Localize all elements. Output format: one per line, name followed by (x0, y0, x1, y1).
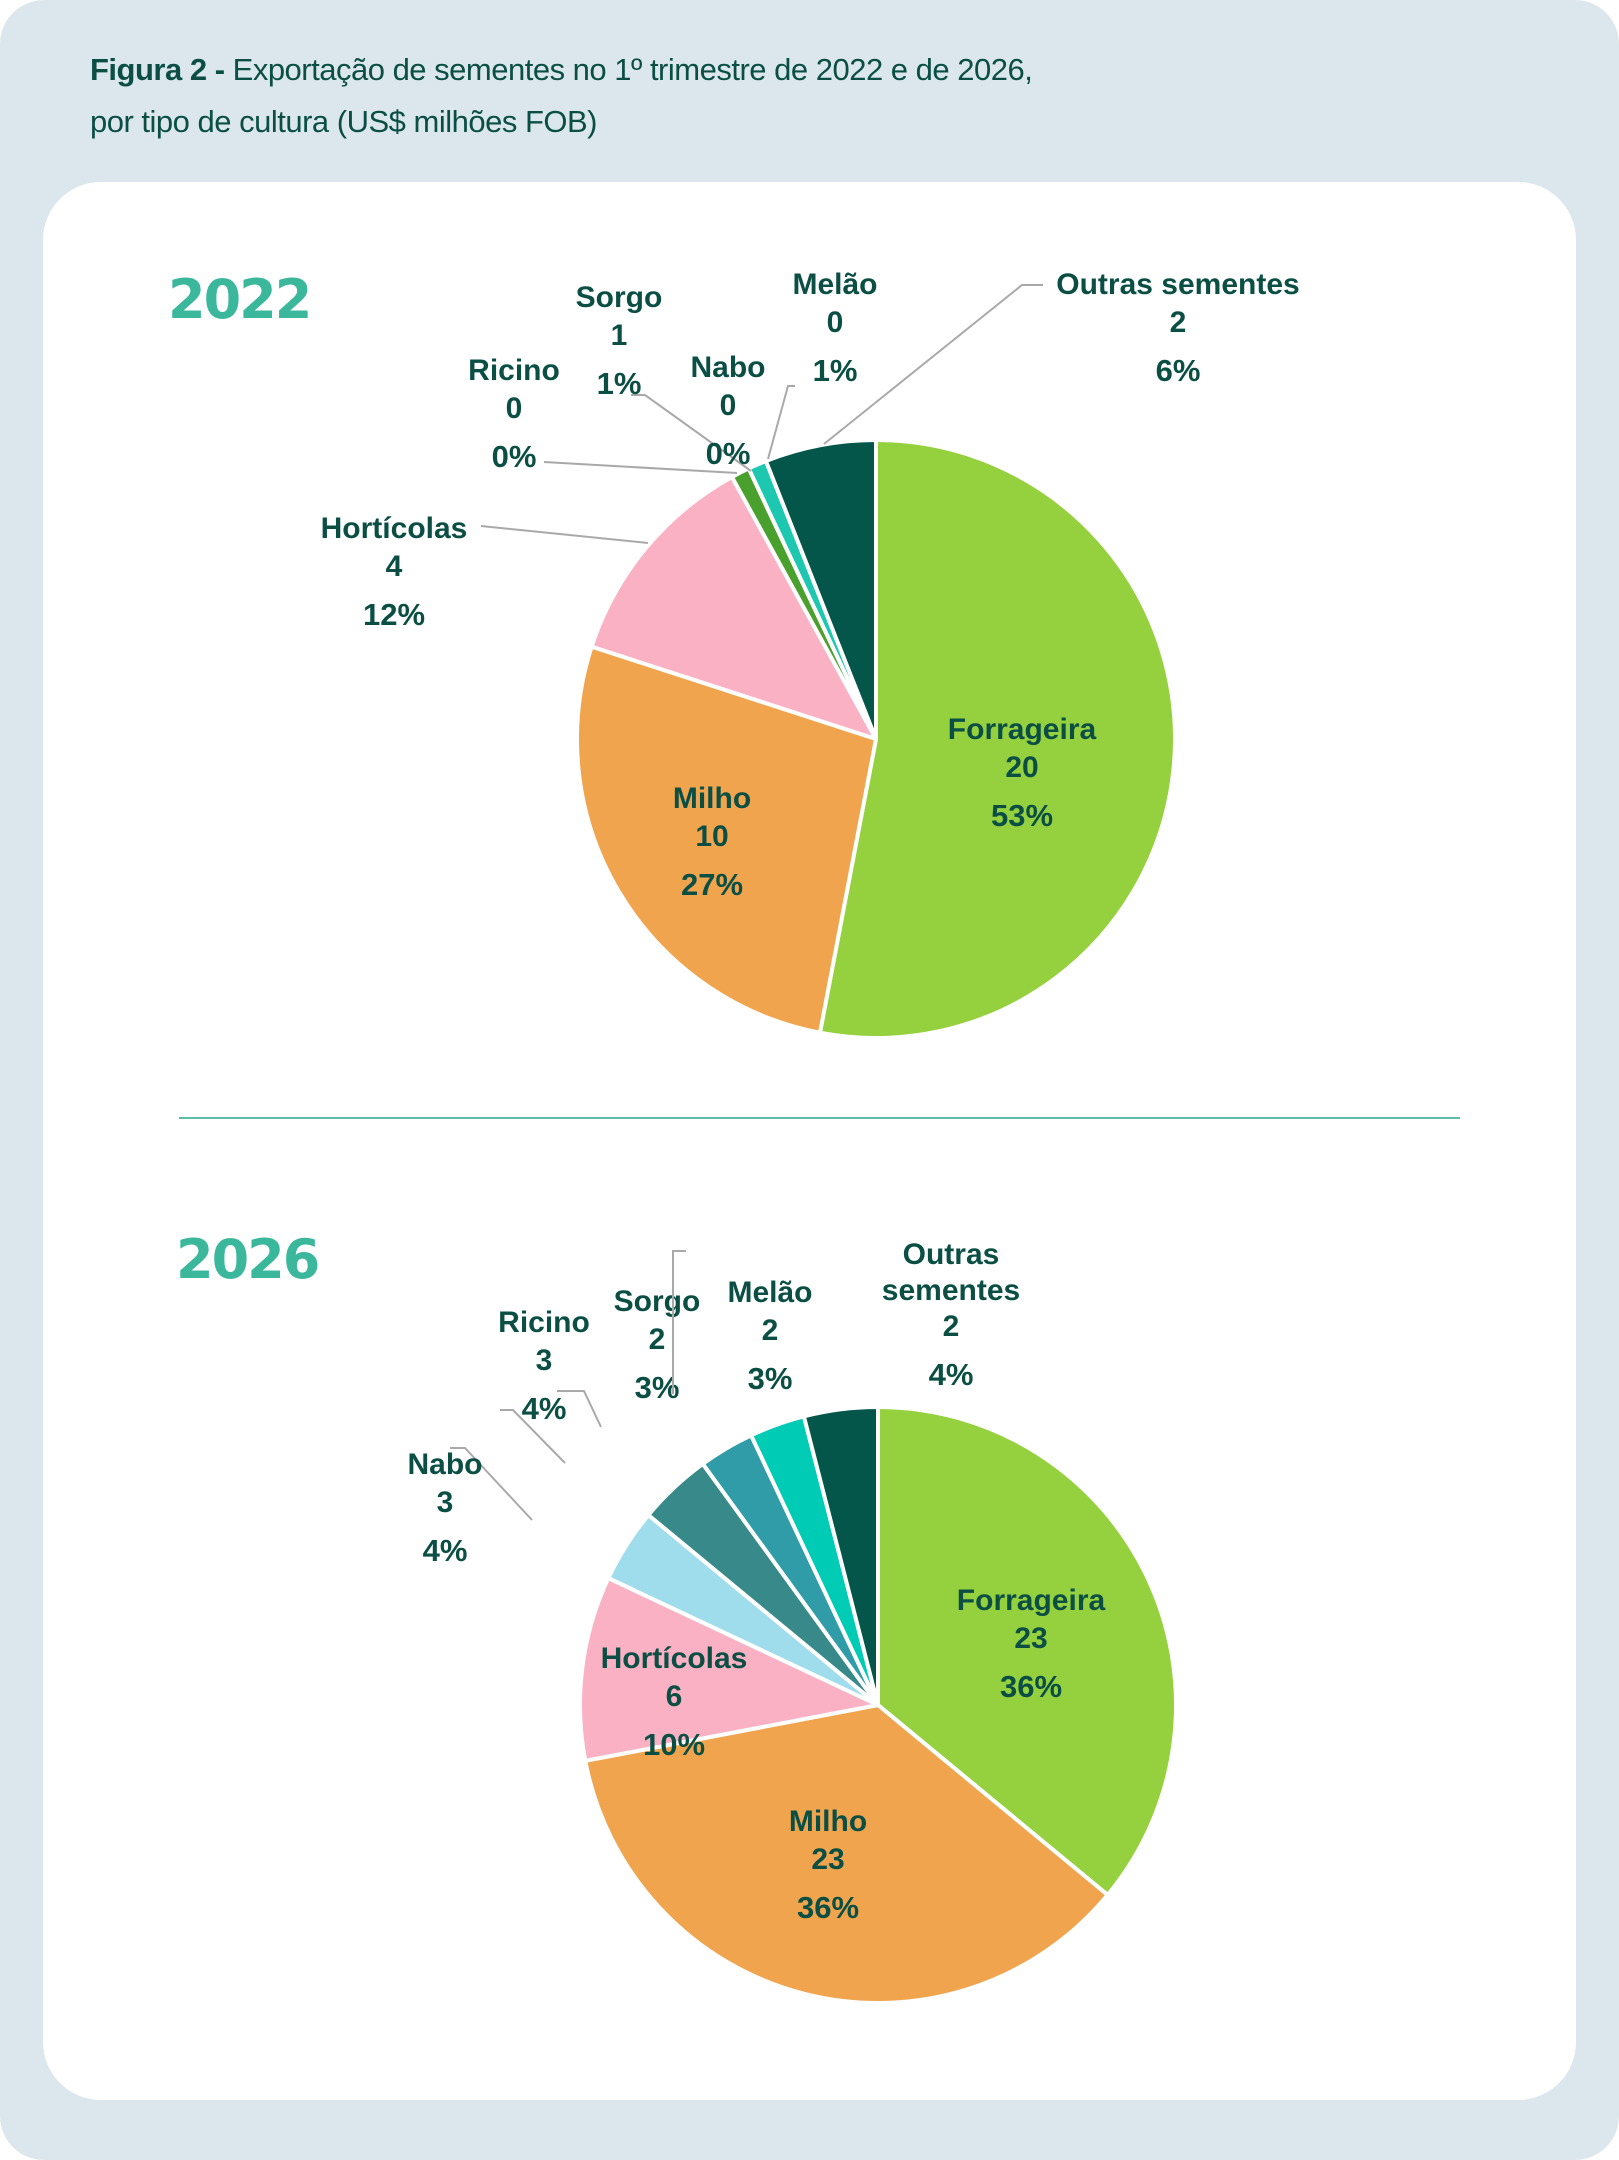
slice-value-label: 0 (827, 306, 844, 339)
pie-slice-2022-0 (817, 438, 1178, 1040)
slice-value-label: 4 (386, 550, 403, 583)
slice-value-label: 3 (437, 1486, 454, 1519)
slice-value-label: 2 (649, 1323, 666, 1356)
slice-percent-label: 1% (813, 353, 858, 388)
slice-percent-label: 36% (1000, 1669, 1062, 1704)
leader-line-2022-2 (480, 525, 649, 544)
slice-name-label: Nabo (691, 351, 766, 384)
leader-line-2026-7 (672, 1250, 686, 1394)
slice-percent-label: 6% (1156, 353, 1201, 388)
slice-percent-label: 4% (929, 1357, 974, 1392)
slice-percent-label: 10% (643, 1727, 705, 1762)
slice-name-label: Melão (727, 1276, 812, 1309)
slice-name-label: Melão (792, 268, 877, 301)
slice-percent-label: 36% (797, 1890, 859, 1925)
leader-line-2026-4 (500, 1409, 566, 1464)
pie-slice-2026-0 (876, 1405, 1178, 1897)
slice-name-label: Outras sementes (1056, 268, 1299, 301)
slice-value-label: 2 (762, 1314, 779, 1347)
slice-value-label: 23 (811, 1843, 844, 1876)
slice-percent-label: 0% (492, 439, 537, 474)
figure-title: Figura 2 - Exportação de sementes no 1º … (90, 44, 1033, 148)
slice-percent-label: 12% (363, 597, 425, 632)
slice-percent-label: 3% (635, 1370, 680, 1405)
slice-value-label: 2 (1170, 306, 1187, 339)
slice-name-label: Ricino (498, 1306, 590, 1339)
pie-slice-2022-1 (575, 644, 878, 1035)
slice-percent-label: 53% (991, 798, 1053, 833)
slice-name-label: Hortícolas (601, 1642, 748, 1675)
slice-name-label: Nabo (408, 1448, 483, 1481)
slice-value-label: 3 (536, 1344, 553, 1377)
leader-line-2022-3 (543, 461, 738, 474)
year-label-2026: 2026 (176, 1228, 318, 1291)
year-label-2022: 2022 (168, 268, 310, 331)
slice-name-label: Ricino (468, 354, 560, 387)
pie-slice-2022-7 (763, 438, 878, 741)
slice-name-label: Sorgo (576, 281, 663, 314)
slice-name-label: Sorgo (614, 1285, 701, 1318)
figure-number: Figura 2 - (90, 52, 225, 87)
pie-slice-2026-2 (578, 1576, 880, 1763)
slice-name-label: Milho (673, 782, 751, 815)
slice-name-label: Hortícolas (321, 512, 468, 545)
figure-title-line2: por tipo de cultura (US$ milhões FOB) (90, 104, 598, 139)
leader-line-2022-7 (823, 284, 1043, 445)
pie-slice-2022-2 (589, 474, 878, 741)
slice-value-label: 1 (611, 319, 628, 352)
slice-name-label: Outras sementes (882, 1238, 1020, 1307)
leader-line-2022-4 (631, 394, 752, 472)
slice-value-label: 6 (666, 1680, 683, 1713)
slice-percent-label: 3% (748, 1361, 793, 1396)
slice-percent-label: 27% (681, 867, 743, 902)
slice-percent-label: 4% (522, 1391, 567, 1426)
slice-name-label: Milho (789, 1805, 867, 1838)
figure-title-line1: Exportação de sementes no 1º trimestre d… (232, 52, 1033, 87)
slice-value-label: 0 (720, 389, 737, 422)
slice-value-label: 10 (695, 820, 728, 853)
slice-percent-label: 4% (423, 1533, 468, 1568)
slice-name-label: Forrageira (957, 1584, 1106, 1617)
leader-line-2026-5 (557, 1390, 602, 1428)
slice-name-label: Forrageira (948, 713, 1097, 746)
slice-value-label: 0 (506, 392, 523, 425)
leader-line-2022-6 (767, 385, 795, 460)
slice-value-label: 20 (1005, 751, 1038, 784)
slice-value-label: 2 (943, 1310, 960, 1343)
pie-slice-2026-1 (583, 1703, 1110, 2005)
leader-line-2026-3 (450, 1447, 533, 1521)
slice-percent-label: 1% (597, 366, 642, 401)
slice-value-label: 23 (1014, 1622, 1047, 1655)
slice-percent-label: 0% (706, 436, 751, 471)
pie-slice-2026-7 (801, 1405, 880, 1707)
